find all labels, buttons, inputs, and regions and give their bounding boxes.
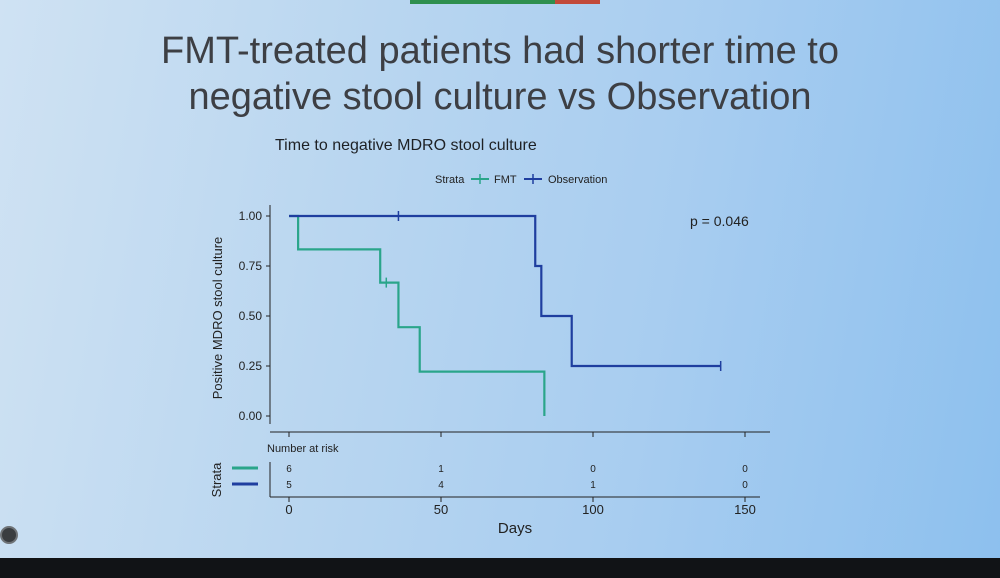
risk-count-fmt-0: 6 xyxy=(286,464,292,475)
top-indicator-strip-red xyxy=(555,0,600,4)
risk-table-title: Number at risk xyxy=(267,443,339,455)
risk-count-fmt-2: 0 xyxy=(590,464,596,475)
presenter-indicator-icon xyxy=(0,526,18,544)
risk-count-observation-1: 4 xyxy=(438,480,444,491)
chart-title: Time to negative MDRO stool culture xyxy=(275,137,537,154)
y-tick-label-3: 0.75 xyxy=(239,259,263,273)
y-tick-label-2: 0.50 xyxy=(239,309,263,323)
slide-title-line2: negative stool culture vs Observation xyxy=(188,76,812,118)
risk-count-observation-3: 0 xyxy=(742,480,748,491)
y-tick-label-1: 0.25 xyxy=(239,359,263,373)
top-indicator-strip xyxy=(410,0,600,4)
y-tick-label-4: 1.00 xyxy=(239,209,263,223)
p-value-annotation: p = 0.046 xyxy=(690,213,749,229)
screen-bottom-edge xyxy=(0,558,1000,578)
series-observation-curve xyxy=(289,214,721,368)
x-tick-label-2: 100 xyxy=(582,502,604,517)
risk-count-observation-2: 1 xyxy=(590,480,596,491)
slide-title-line1: FMT-treated patients had shorter time to xyxy=(161,30,839,72)
risk-count-observation-0: 5 xyxy=(286,480,292,491)
legend-observation-label: Observation xyxy=(548,174,607,186)
series-fmt-curve xyxy=(289,214,546,416)
x-tick-label-3: 150 xyxy=(734,502,756,517)
risk-count-fmt-3: 0 xyxy=(742,464,748,475)
x-axis-label: Days xyxy=(498,520,532,537)
x-tick-label-1: 50 xyxy=(434,502,448,517)
y-axis-label: Positive MDRO stool culture xyxy=(210,237,225,400)
legend-item-observation: Observation xyxy=(524,174,607,186)
legend-title: Strata xyxy=(435,174,465,186)
legend-fmt-label: FMT xyxy=(494,174,517,186)
legend-item-fmt: FMT xyxy=(471,174,517,186)
risk-count-fmt-1: 1 xyxy=(438,464,444,475)
slide-background xyxy=(0,0,1000,560)
risk-table-ylabel: Strata xyxy=(209,462,224,497)
slide-title: FMT-treated patients had shorter time to… xyxy=(0,28,1000,120)
x-tick-label-0: 0 xyxy=(285,502,292,517)
y-tick-label-0: 0.00 xyxy=(239,409,263,423)
